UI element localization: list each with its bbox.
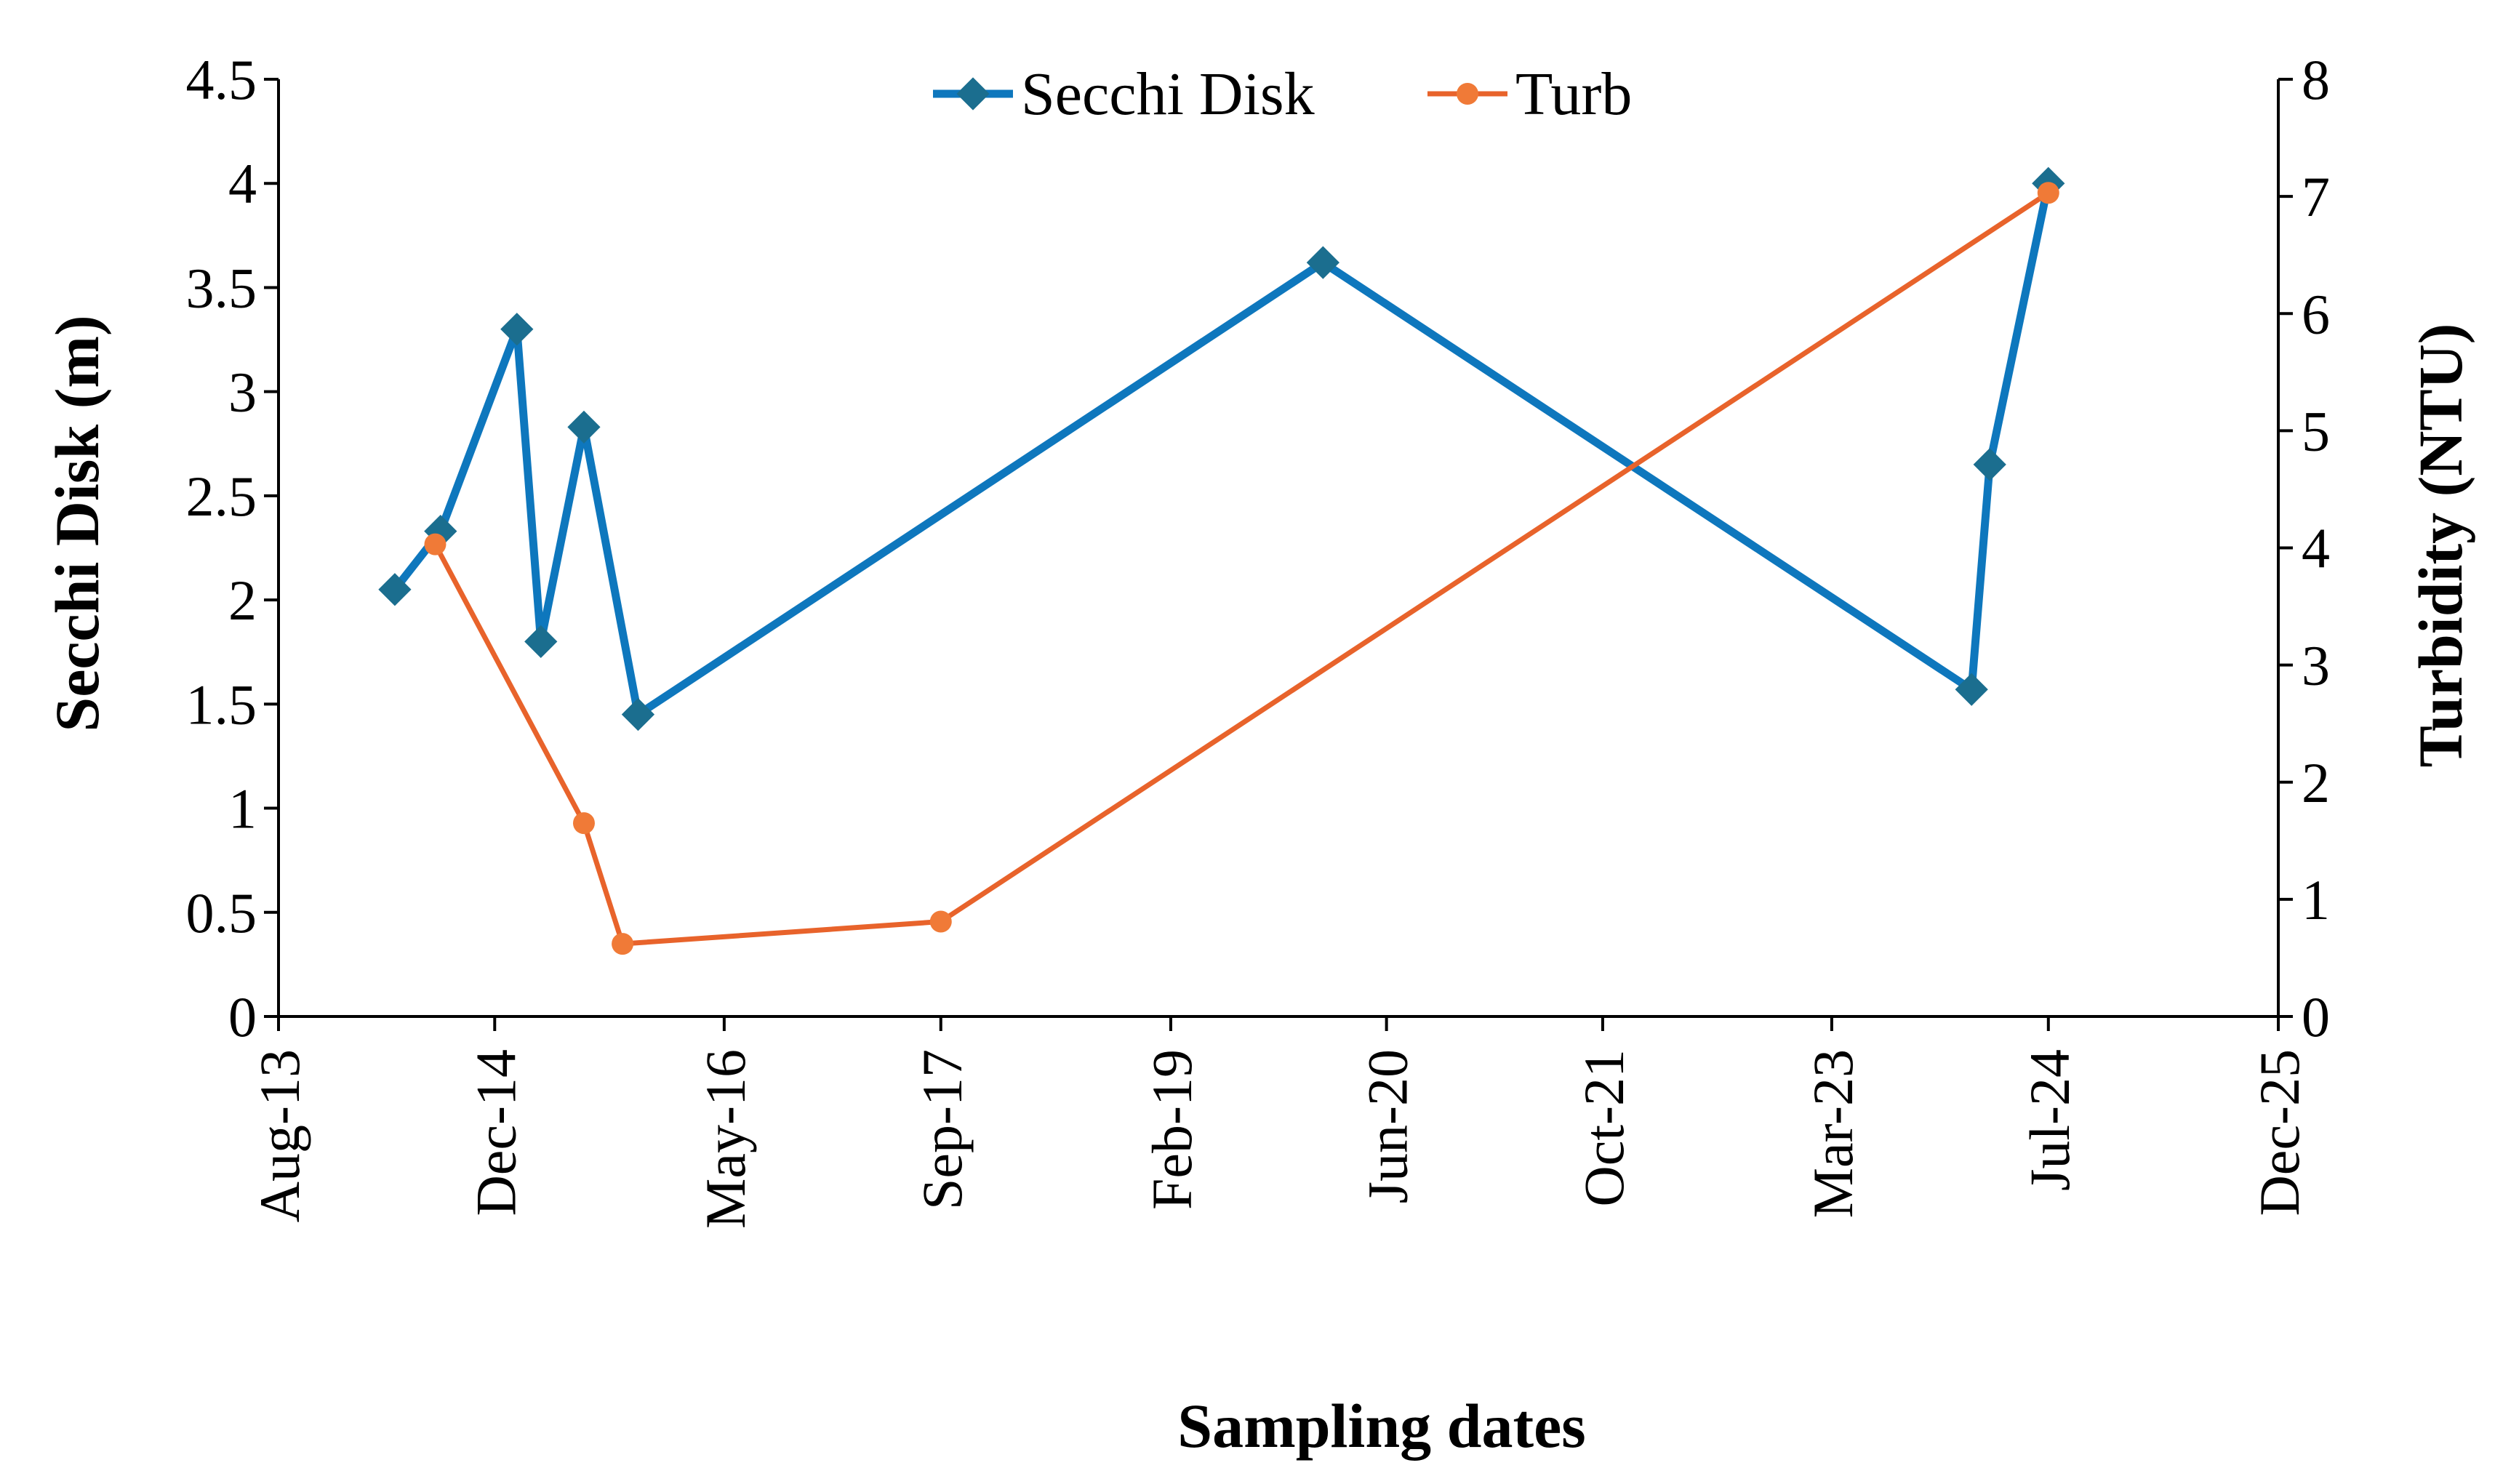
point-turb	[2037, 182, 2059, 204]
x-tick-label: Dec-14	[464, 1049, 527, 1216]
y2-tick-label: 1	[2302, 868, 2330, 931]
y2-tick-label: 4	[2302, 517, 2330, 580]
x-tick-label: Dec-25	[2248, 1049, 2311, 1216]
series-layer	[378, 167, 2065, 955]
y2-axis-title: Turbidity (NTU)	[2406, 324, 2475, 768]
point-secchi-disk	[524, 625, 558, 659]
point-secchi-disk	[621, 698, 655, 731]
series-secchi-disk	[378, 167, 2065, 731]
series-turb	[424, 182, 2059, 955]
y-tick-label: 0.5	[186, 881, 257, 944]
x-tick-label: Sep-17	[910, 1049, 974, 1210]
y2-tick-label: 3	[2302, 634, 2330, 697]
legend-marker-turb	[1457, 83, 1478, 105]
y2-tick-label: 5	[2302, 399, 2330, 462]
x-tick-label: Mar-23	[1801, 1049, 1865, 1218]
legend-label-secchi-disk: Secchi Disk	[1021, 60, 1315, 128]
y-tick-label: 0	[228, 985, 257, 1048]
x-tick-label: Jun-20	[1356, 1049, 1419, 1203]
point-secchi-disk	[500, 313, 534, 346]
y2-tick-label: 2	[2302, 751, 2330, 814]
y-tick-label: 1	[228, 777, 257, 841]
x-tick-label: Feb-19	[1140, 1049, 1204, 1210]
point-turb	[424, 533, 446, 556]
point-secchi-disk	[567, 410, 601, 444]
x-axis-title: Sampling dates	[1177, 1391, 1586, 1461]
y-tick-label: 3.5	[186, 256, 257, 319]
point-secchi-disk	[1973, 448, 2006, 481]
x-tick-label: Oct-21	[1572, 1049, 1635, 1207]
point-turb	[929, 910, 952, 933]
y2-tick-label: 6	[2302, 282, 2330, 345]
y-tick-label: 2	[228, 569, 257, 632]
y-tick-label: 3	[228, 361, 257, 424]
x-tick-label: Jul-24	[2018, 1049, 2081, 1191]
y-tick-label: 4	[228, 152, 257, 215]
axes: 0 0.5 1 1.5 2 2.5 3 3.5 4 4.5 0 1 2 3 4 5 6 7 8 Aug-13 Dec-1…	[186, 48, 2331, 1229]
y2-tick-label: 8	[2302, 48, 2330, 111]
legend-marker-secchi-disk	[956, 77, 990, 111]
y-axis-title: Secchi Disk (m)	[42, 315, 112, 731]
legend-label-turb: Turb	[1515, 60, 1632, 128]
y-tick-label: 4.5	[186, 48, 257, 111]
point-secchi-disk	[1955, 673, 1988, 706]
y-tick-label: 1.5	[186, 673, 257, 736]
x-tick-label: May-16	[694, 1049, 757, 1229]
point-turb	[612, 933, 634, 955]
x-tick-label: Aug-13	[248, 1049, 311, 1222]
y-tick-label: 2.5	[186, 465, 257, 528]
legend: Secchi Disk Turb	[933, 60, 1632, 128]
point-secchi-disk	[378, 573, 412, 606]
series-line-secchi-disk	[391, 183, 2053, 721]
y2-tick-label: 0	[2302, 985, 2330, 1048]
y2-tick-label: 7	[2302, 165, 2330, 228]
point-turb	[572, 812, 595, 835]
series-line-turb	[433, 190, 2050, 947]
